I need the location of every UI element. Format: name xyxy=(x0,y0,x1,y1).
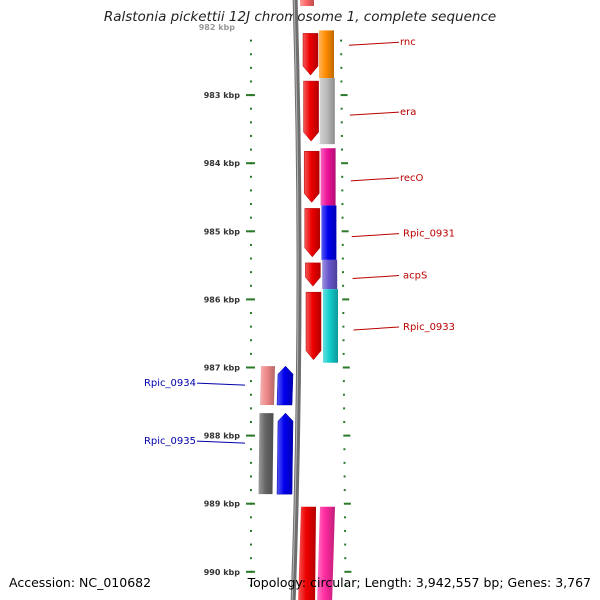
cds-top-cap xyxy=(300,0,314,6)
gene-label-rpic-0935: Rpic_0935 xyxy=(144,436,196,447)
cds-arrow-forward xyxy=(305,262,321,287)
gene-label-rpic-0931: Rpic_0931 xyxy=(403,229,455,240)
scale-label: 985 kbp xyxy=(204,227,241,236)
gene-bar-rpic-0935 xyxy=(258,413,274,495)
scale-label: 984 kbp xyxy=(204,159,241,168)
cds-arrow-forward xyxy=(303,80,319,142)
gene-bar-rpic-0933 xyxy=(323,289,338,363)
cds-bar-bottom xyxy=(298,506,316,600)
backbone-highlight xyxy=(291,0,299,600)
map-title: Ralstonia pickettii 12J chromosome 1, co… xyxy=(103,9,497,25)
gene-leader-line xyxy=(352,275,400,280)
cds-arrow-forward xyxy=(305,291,322,361)
gene-bar-rpic-0934 xyxy=(260,366,275,405)
gene-leader-line xyxy=(196,382,246,386)
cds-arrow-forward xyxy=(303,150,320,203)
gene-bar-rpic-0931 xyxy=(321,205,337,260)
gene-bar-rnc xyxy=(319,30,334,79)
cds-arrow-forward xyxy=(304,208,321,258)
scale-label: 989 kbp xyxy=(204,500,241,509)
chromosome-backbone xyxy=(290,0,302,600)
gene-leader-line xyxy=(351,233,400,238)
gene-label-reco: recO xyxy=(400,173,424,184)
scale-label: 990 kbp xyxy=(204,568,241,577)
genome-info: Topology: circular; Length: 3,942,557 bp… xyxy=(247,575,591,590)
gene-label-acps: acpS xyxy=(403,271,427,282)
gene-leader-line xyxy=(350,177,400,182)
cds-arrow-forward xyxy=(302,33,319,76)
cds-arrow-reverse xyxy=(276,365,294,406)
cds-arrow-reverse xyxy=(276,412,294,495)
gene-label-era: era xyxy=(400,107,416,118)
gene-leader-line xyxy=(196,440,246,444)
scale-label: 983 kbp xyxy=(204,91,241,100)
gene-bar-reco xyxy=(320,148,336,206)
accession-label: Accession: NC_010682 xyxy=(9,575,152,590)
gene-leader-line xyxy=(349,111,400,116)
gene-bar-era xyxy=(319,78,335,145)
gene-label-rpic-0934: Rpic_0934 xyxy=(144,378,196,389)
gene-bar-acps xyxy=(322,259,338,290)
gene-bar-bottom xyxy=(317,506,335,600)
scale-label: 986 kbp xyxy=(204,295,241,304)
scale-label: 987 kbp xyxy=(204,364,241,373)
gene-leader-line xyxy=(353,326,400,331)
gene-label-rnc: rnc xyxy=(400,37,416,48)
gene-leader-line xyxy=(348,41,400,46)
scale-label: 982 kbp xyxy=(199,23,236,32)
scale-label: 988 kbp xyxy=(204,432,241,441)
gene-label-rpic-0933: Rpic_0933 xyxy=(403,322,455,333)
